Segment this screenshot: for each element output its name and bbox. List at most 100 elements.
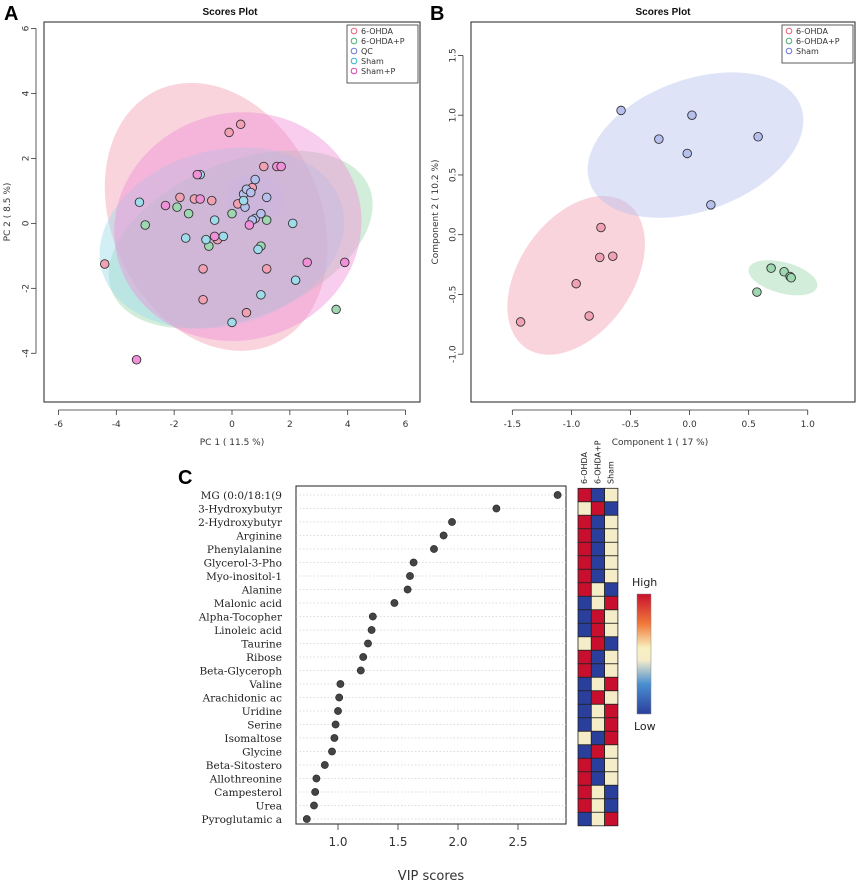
- c-heatmap-cell-20-2: [604, 757, 619, 773]
- c-vip-point-9: [368, 612, 377, 621]
- c-vip-point-5: [409, 558, 418, 567]
- c-heatmap-cell-6-1: [590, 568, 605, 584]
- a-point-4-7: [340, 257, 350, 268]
- b-point-0-4: [584, 311, 594, 321]
- c-xtick-label-0: 1.0: [328, 835, 347, 849]
- panel-a-plot-frame: [43, 21, 421, 403]
- c-heatmap-cell-23-2: [604, 798, 619, 813]
- c-vip-point-20: [320, 761, 329, 769]
- c-heatmap-cell-13-1: [590, 663, 605, 678]
- b-point-2-0: [616, 105, 626, 116]
- c-heatmap-cell-20-0: [577, 757, 592, 773]
- c-heatmap-cell-23-1: [590, 798, 605, 813]
- b-point-0-3: [571, 278, 581, 289]
- a-point-4-2: [195, 194, 205, 204]
- colorbar-high-label: High: [632, 576, 657, 589]
- a-xtick-label-4: 2: [287, 420, 293, 430]
- c-heatmap-cell-23-0: [577, 798, 592, 813]
- b-point-0-1: [595, 252, 605, 263]
- c-heatmap-cell-14-0: [577, 676, 592, 692]
- c-vip-point-3: [439, 531, 448, 540]
- a-legend-marker-2: [350, 47, 358, 55]
- a-legend-label-1: 6-OHDA+P: [361, 37, 405, 46]
- a-point-4-5: [244, 220, 255, 230]
- c-heatmap-group-label-2: Sham: [607, 461, 616, 484]
- a-point-4-1: [192, 169, 203, 180]
- b-ytick-label-3: 0.5: [449, 168, 459, 182]
- c-heatmap-cell-16-2: [604, 703, 619, 719]
- c-feature-label-16: Uridine: [242, 706, 282, 718]
- c-heatmap-cell-22-0: [577, 784, 592, 800]
- c-vip-point-8: [390, 599, 399, 607]
- c-heatmap-cell-13-2: [604, 663, 619, 678]
- c-heatmap-cell-0-0: [577, 487, 592, 503]
- c-heatmap-cell-1-0: [577, 501, 592, 516]
- c-heatmap-cell-18-2: [604, 730, 619, 746]
- c-feature-label-18: Isomaltose: [224, 733, 282, 745]
- b-point-0-2: [608, 251, 618, 261]
- panel-c-letter: C: [178, 467, 192, 489]
- c-feature-label-19: Glycine: [242, 747, 282, 759]
- c-heatmap-cell-3-2: [604, 528, 619, 543]
- c-heatmap-cell-2-0: [577, 514, 592, 530]
- a-point-4-8: [131, 355, 142, 365]
- a-point-3-5: [238, 195, 249, 206]
- a-ytick-label-2: 0: [22, 220, 32, 226]
- c-feature-label-5: Glycerol-3-Pho: [204, 558, 282, 570]
- c-feature-label-8: Malonic acid: [214, 598, 283, 610]
- c-feature-label-14: Valine: [248, 679, 282, 691]
- c-heatmap-cell-6-0: [577, 568, 592, 584]
- a-xtick-label-1: -4: [112, 420, 121, 430]
- c-vip-point-19: [328, 747, 336, 756]
- a-point-2-7: [261, 192, 272, 203]
- c-heatmap-cell-9-1: [590, 609, 605, 624]
- c-heatmap-cell-24-2: [604, 811, 619, 827]
- c-xtick-label-1: 1.5: [388, 835, 407, 849]
- a-point-4-6: [302, 257, 312, 268]
- c-xtick-label-3: 2.5: [508, 835, 527, 849]
- c-heatmap-group-label-1: 6-OHDA+P: [593, 440, 602, 484]
- c-heatmap-cell-3-0: [577, 528, 592, 543]
- c-heatmap-cell-17-2: [604, 717, 619, 732]
- a-point-1-2: [183, 208, 194, 219]
- c-heatmap-cell-1-2: [604, 501, 619, 516]
- c-heatmap-cell-10-1: [590, 622, 605, 638]
- a-ytick-label-0: -4: [22, 349, 32, 358]
- c-vip-point-14: [336, 680, 345, 688]
- b-xtick-label-1: -1.0: [563, 420, 581, 430]
- b-xtick-label-3: 0.0: [682, 420, 697, 430]
- b-point-2-4: [753, 131, 763, 142]
- a-point-4-0: [160, 200, 171, 211]
- c-vip-point-0: [553, 491, 562, 499]
- b-xtick-label-4: 0.5: [741, 420, 755, 430]
- c-heatmap-cell-21-2: [604, 771, 619, 786]
- a-point-0-0: [224, 127, 234, 138]
- c-feature-label-24: Pyroglutamic a: [202, 814, 282, 826]
- c-heatmap-cell-7-1: [590, 582, 605, 597]
- panel-b-y-axis-label: Component 2 ( 10.2 %): [431, 159, 441, 264]
- a-point-4-9: [209, 231, 220, 242]
- a-point-3-0: [134, 197, 145, 208]
- c-heatmap-cell-1-1: [590, 501, 605, 516]
- a-point-2-5: [256, 208, 266, 219]
- c-vip-point-6: [406, 572, 414, 580]
- a-ellipse-2: [226, 173, 285, 225]
- c-heatmap-cell-11-1: [590, 636, 605, 651]
- a-point-3-2: [209, 215, 220, 225]
- a-point-0-1: [235, 119, 246, 130]
- b-ellipse-2: [587, 72, 804, 218]
- b-point-0-5: [515, 317, 526, 327]
- a-point-2-2: [246, 187, 256, 198]
- a-point-1-4: [261, 215, 272, 225]
- c-feature-label-10: Linoleic acid: [214, 625, 282, 637]
- c-heatmap-cell-21-0: [577, 771, 592, 786]
- a-xtick-label-3: 0: [229, 420, 235, 430]
- c-vip-point-22: [311, 788, 320, 796]
- a-point-0-12: [261, 264, 272, 274]
- panel-c-plot-frame: [295, 485, 567, 825]
- c-vip-point-18: [330, 734, 339, 742]
- a-point-0-7: [207, 195, 217, 206]
- a-ytick-label-1: -2: [22, 284, 32, 293]
- c-feature-label-11: Taurine: [241, 639, 282, 651]
